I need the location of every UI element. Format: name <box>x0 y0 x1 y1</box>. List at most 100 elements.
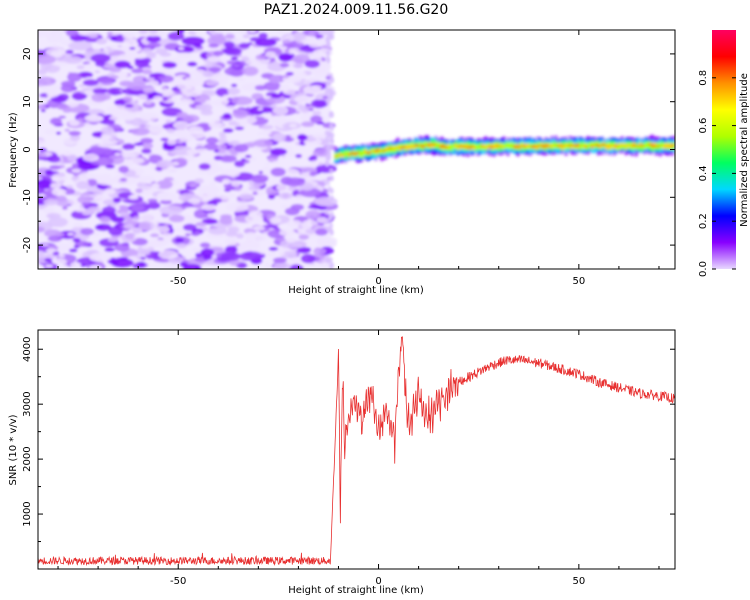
noise-blob <box>208 226 227 235</box>
noise-blob <box>227 226 240 233</box>
noise-blob <box>38 97 48 103</box>
signal-ridge-cell <box>632 142 636 147</box>
signal-ridge-cell <box>446 145 450 151</box>
noise-edge-blob <box>327 32 332 39</box>
noise-blob <box>269 148 288 156</box>
noise-blob <box>305 210 321 220</box>
noise-blob <box>110 44 119 50</box>
colorbar-ticks: 0.0 0.2 0.4 0.6 0.8 <box>698 70 736 277</box>
signal-ridge-cell <box>642 143 646 150</box>
noise-blob <box>193 230 201 235</box>
signal-ridge-cell <box>654 142 658 149</box>
noise-blob <box>222 112 232 119</box>
noise-blob <box>174 45 195 54</box>
signal-ridge-cell <box>576 144 580 148</box>
noise-blob <box>236 233 244 239</box>
snr-y-ticks: 1000 2000 3000 4000 <box>22 337 675 543</box>
noise-blob <box>42 246 49 250</box>
noise-blob <box>294 31 302 36</box>
signal-ridge-cell <box>634 144 638 150</box>
noise-blob <box>128 195 139 200</box>
noise-blob <box>69 248 78 253</box>
signal-ridge-cell <box>638 143 642 147</box>
noise-blob <box>238 30 249 34</box>
noise-blob <box>276 183 290 192</box>
snr-y-tick-label: 2000 <box>22 446 33 471</box>
noise-blob <box>110 258 134 268</box>
noise-blob <box>123 224 135 229</box>
signal-ridge-cell <box>636 144 640 147</box>
snr-x-axis-label: Height of straight line (km) <box>288 585 424 596</box>
noise-blob <box>311 162 319 166</box>
noise-blob <box>133 215 141 221</box>
signal-ridge-cell <box>588 143 592 148</box>
snr-plot-background <box>38 330 675 569</box>
noise-blob <box>270 112 277 117</box>
signal-ridge-cell <box>338 152 342 157</box>
signal-ridge-cell <box>560 145 564 149</box>
noise-blob <box>236 77 245 82</box>
noise-blob <box>176 243 187 249</box>
noise-blob <box>313 108 320 112</box>
signal-ridge-cell <box>498 143 502 148</box>
signal-ridge-cell <box>508 143 512 149</box>
noise-blob <box>117 44 123 48</box>
spectrogram-signal-ridge <box>334 134 675 164</box>
signal-ridge-cell <box>598 144 602 149</box>
noise-blob <box>284 207 300 216</box>
noise-blob <box>67 154 79 162</box>
signal-ridge-cell <box>552 143 556 149</box>
noise-blob <box>117 147 123 152</box>
noise-blob <box>216 138 229 144</box>
noise-blob <box>133 206 143 212</box>
noise-blob <box>248 30 257 33</box>
signal-ridge-cell <box>416 145 420 147</box>
noise-blob <box>138 30 148 35</box>
noise-edge-blob <box>324 209 329 216</box>
noise-blob <box>147 42 162 48</box>
signal-ridge-cell <box>388 146 392 153</box>
signal-ridge-cell <box>454 144 458 148</box>
spectrogram-y-axis-label: Frequency (Hz) <box>8 112 19 188</box>
noise-blob <box>119 177 128 182</box>
signal-ridge-cell <box>660 144 664 149</box>
noise-blob <box>49 164 62 170</box>
noise-blob <box>272 160 280 165</box>
noise-blob <box>219 154 237 163</box>
noise-blob <box>272 257 287 264</box>
noise-blob <box>217 144 228 150</box>
noise-blob <box>58 115 67 119</box>
signal-ridge-cell <box>366 152 370 155</box>
noise-blob <box>174 237 185 243</box>
noise-blob <box>227 141 236 146</box>
noise-blob <box>82 153 100 162</box>
noise-blob <box>238 42 251 49</box>
noise-blob <box>195 143 204 147</box>
noise-blob <box>277 30 285 35</box>
signal-ridge-cell <box>600 143 604 146</box>
noise-edge-blob <box>329 168 334 175</box>
noise-blob <box>193 43 202 48</box>
noise-blob <box>97 76 114 84</box>
signal-ridge-cell <box>474 144 478 149</box>
noise-blob <box>69 134 81 142</box>
signal-ridge-cell <box>486 145 490 149</box>
signal-ridge-cell <box>526 143 530 148</box>
noise-blob <box>162 143 176 151</box>
noise-blob <box>67 72 82 82</box>
noise-blob <box>279 229 296 237</box>
signal-ridge-cell <box>436 141 440 148</box>
snr-x-ticks: -50 0 50 <box>57 330 660 587</box>
signal-ridge-cell <box>618 143 622 150</box>
noise-blob <box>288 75 298 81</box>
noise-blob <box>92 88 107 95</box>
noise-blob <box>181 36 205 46</box>
signal-ridge-cell <box>386 147 390 150</box>
noise-blob <box>303 85 322 95</box>
noise-blob <box>300 253 316 264</box>
noise-edge-blob <box>329 263 334 269</box>
noise-blob <box>43 206 55 214</box>
noise-blob <box>101 206 116 215</box>
noise-blob <box>58 254 66 258</box>
